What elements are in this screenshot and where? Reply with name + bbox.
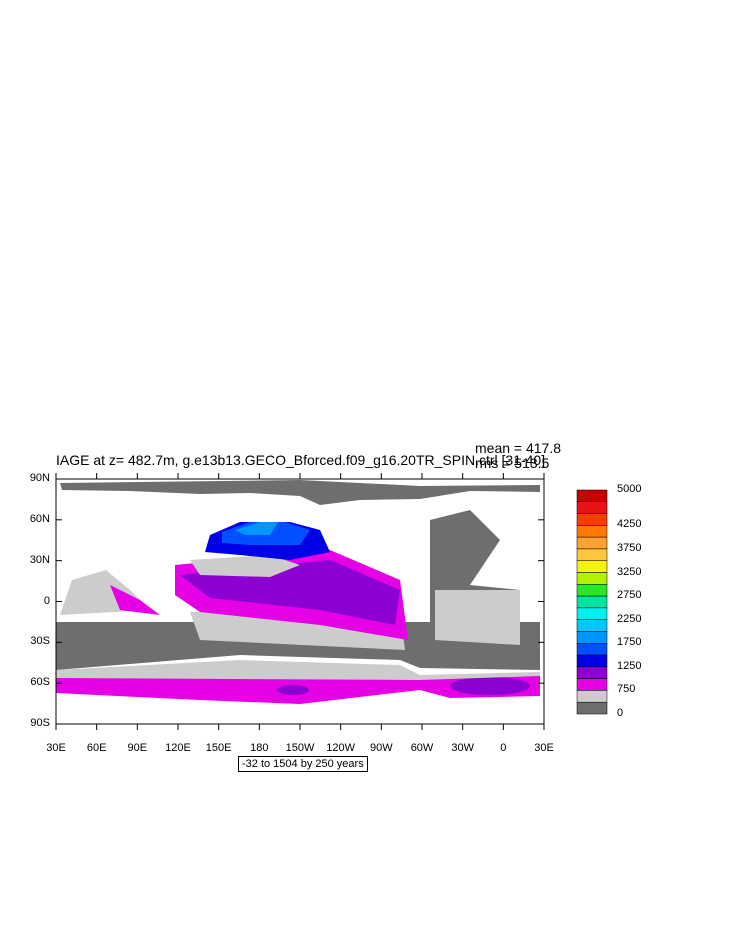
colorbar-swatch xyxy=(576,584,608,597)
lon-label: 150E xyxy=(205,742,232,754)
colorbar-swatch xyxy=(576,560,608,573)
colorbar-label: 2250 xyxy=(617,612,642,625)
lon-label: 30E xyxy=(534,742,554,754)
arctic-region xyxy=(60,480,540,505)
colorbar-swatch xyxy=(576,678,608,691)
colorbar-label: 1750 xyxy=(617,636,642,649)
colorbar-swatch xyxy=(576,595,608,609)
lon-label: 60W xyxy=(410,742,434,754)
colorbar-swatch xyxy=(576,643,608,656)
lon-label: 60E xyxy=(86,742,107,754)
lon-label: 30E xyxy=(46,742,66,754)
lon-label: 30W xyxy=(451,742,474,754)
colorbar-swatch xyxy=(576,631,608,644)
contour-info-box: -32 to 1504 by 250 years xyxy=(238,756,368,772)
colorbar-label: 2750 xyxy=(617,589,642,602)
colorbar-swatch xyxy=(576,619,608,632)
colorbar-swatch xyxy=(576,666,608,679)
lat-label: 90N xyxy=(29,472,50,484)
pacific-purple xyxy=(180,560,400,625)
lat-label: 60N xyxy=(29,512,50,525)
colorbar-label: 3750 xyxy=(617,541,642,554)
colorbar-swatch xyxy=(576,572,608,585)
colorbar-swatch xyxy=(576,525,608,538)
colorbar-swatch xyxy=(576,701,608,715)
colorbar-label: 750 xyxy=(617,683,636,696)
plot-title: IAGE at z= 482.7m, g.e13b13.GECO_Bforced… xyxy=(56,452,546,468)
lat-label: 0 xyxy=(43,594,50,607)
lon-label: 180 xyxy=(250,742,269,754)
colorbar-label: 1250 xyxy=(617,659,642,672)
lat-label: 30S xyxy=(30,635,50,648)
lat-label: 60S xyxy=(30,676,50,689)
colorbar-swatch xyxy=(576,548,608,561)
colorbar-swatch xyxy=(576,607,608,620)
lat-label: 30N xyxy=(29,553,50,566)
lon-label: 90W xyxy=(370,742,393,754)
lon-label: 0 xyxy=(500,742,507,754)
lon-label: 120E xyxy=(165,742,191,754)
lat-label: 90S xyxy=(30,717,50,729)
colorbar xyxy=(576,489,608,715)
map-field xyxy=(56,479,544,724)
colorbar-swatch xyxy=(576,501,608,514)
southern-ocean-band xyxy=(56,622,540,670)
lon-label: 120W xyxy=(326,742,356,754)
colorbar-swatch xyxy=(576,536,608,550)
colorbar-label: 3250 xyxy=(617,565,642,578)
colorbar-swatch xyxy=(576,690,608,703)
colorbar-swatch xyxy=(576,513,608,526)
colorbar-label: 5000 xyxy=(617,483,642,495)
colorbar-swatch xyxy=(576,489,608,503)
colorbar-swatch xyxy=(576,654,608,668)
colorbar-label: 4250 xyxy=(617,518,642,531)
mean-stat: mean = 417.8 xyxy=(475,440,562,456)
colorbar-label: 0 xyxy=(617,707,624,719)
lon-label: 90E xyxy=(127,742,148,754)
lon-label: 150W xyxy=(285,742,315,754)
rms-stat: rms = 513.5 xyxy=(475,455,550,471)
